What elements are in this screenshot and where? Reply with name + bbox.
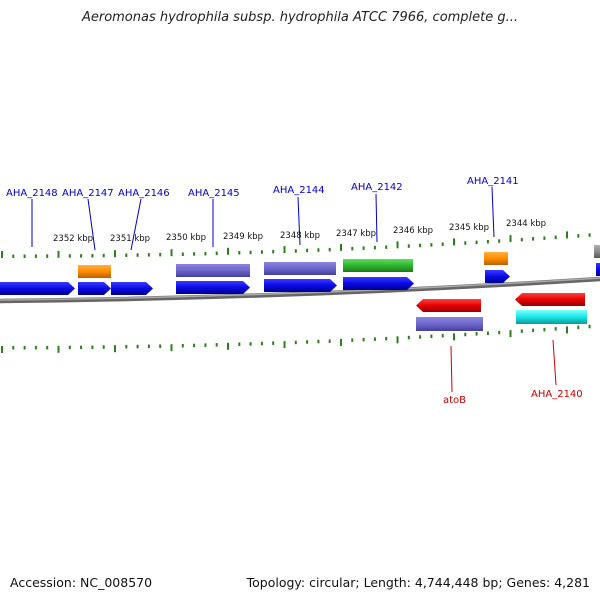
genome-backbone [0,276,600,304]
kbp-label: 2347 kbp [336,229,376,239]
feature-box-cyan[interactable] [516,310,587,324]
feature-box-orange[interactable] [484,252,508,265]
gene-arrow-aha-2145[interactable] [176,281,250,294]
kbp-label: 2349 kbp [223,232,263,242]
gene-label-aha-2141[interactable]: AHA_2141 [467,176,519,187]
feature-box-orange[interactable] [78,265,111,278]
forward-gene-track [0,263,600,295]
gene-label-aha-2140[interactable]: AHA_2140 [531,389,583,400]
gene-arrow-aha-2147[interactable] [78,282,111,295]
map-title: Aeromonas hydrophila subsp. hydrophila A… [81,10,519,25]
gene-label-aha-2147[interactable]: AHA_2147 [62,188,114,199]
gene-label-aha-2142[interactable]: AHA_2142 [351,182,403,193]
gene-label-aha-2146[interactable]: AHA_2146 [118,188,170,199]
gene-arrow-aha-2141[interactable] [485,270,510,283]
gene-label-aha-2145[interactable]: AHA_2145 [188,188,240,199]
topology-label: Topology: circular; Length: 4,744,448 bp… [246,575,590,590]
reverse-gene-track [416,293,585,312]
gene-label-aha-2144[interactable]: AHA_2144 [273,185,325,196]
kbp-label: 2352 kbp [53,234,93,244]
gene-arrow-aha-2140[interactable] [515,293,585,306]
gene-arrow-aha-2148[interactable] [0,282,75,295]
lower-tick-row [1,324,591,353]
reverse-gene-labels: atoB AHA_2140 [443,389,583,406]
reverse-annotation-track [416,310,587,331]
gene-arrow-aha-2142[interactable] [343,277,414,290]
accession-label: Accession: NC_008570 [10,575,153,590]
upper-tick-row [1,231,591,258]
gene-label-aha-2148[interactable]: AHA_2148 [6,188,58,199]
kbp-label: 2345 kbp [449,223,489,233]
forward-annotation-track [78,245,600,278]
gene-arrow-atob[interactable] [416,299,481,312]
feature-box-purple[interactable] [416,317,483,331]
gene-arrow-aha-2144[interactable] [264,279,337,292]
genome-backbone-highlight [0,277,600,301]
feature-box-gray[interactable] [594,245,600,258]
label-leader-lines [31,186,557,393]
gene-label-atob[interactable]: atoB [443,395,466,406]
kbp-label: 2344 kbp [506,219,546,229]
feature-box-purple[interactable] [176,264,250,277]
gene-arrow-offscreen[interactable] [596,263,600,276]
forward-gene-labels: AHA_2148 AHA_2147 AHA_2146 AHA_2145 AHA_… [6,176,519,199]
kbp-label: 2350 kbp [166,233,206,243]
feature-box-green[interactable] [343,259,413,272]
feature-box-purple[interactable] [264,262,336,275]
kbp-label: 2346 kbp [393,226,433,236]
gene-arrow-aha-2146[interactable] [111,282,153,295]
kbp-label: 2351 kbp [110,234,150,244]
